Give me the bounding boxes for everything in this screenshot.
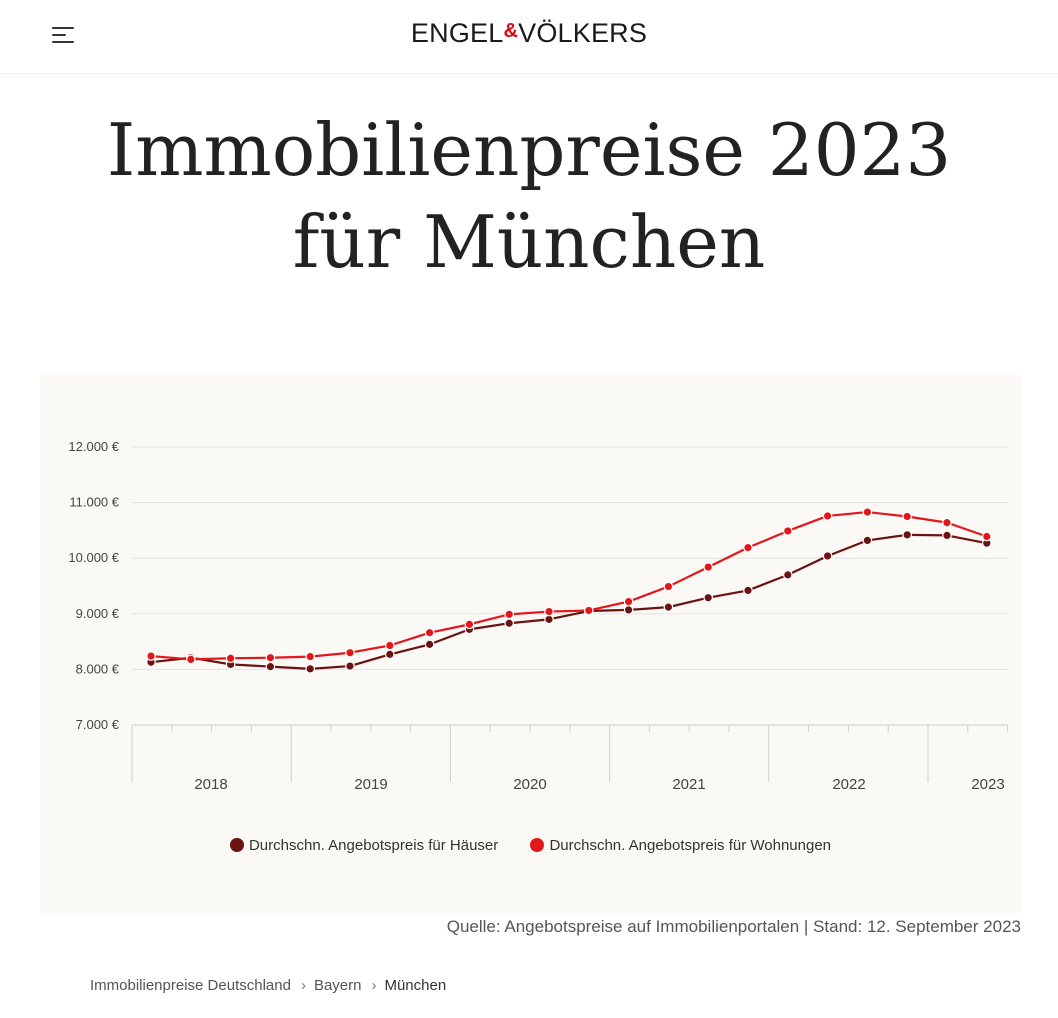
- data-point-apartments: [146, 651, 156, 661]
- hamburger-menu-icon[interactable]: [52, 24, 78, 46]
- y-tick-label: 11.000 €: [69, 495, 119, 510]
- data-point-houses: [265, 661, 276, 672]
- data-point-apartments: [305, 651, 315, 662]
- breadcrumb-item-muenchen: München: [384, 977, 447, 994]
- page-title-line2: für München: [292, 200, 766, 284]
- data-point-houses: [862, 535, 873, 546]
- data-point-apartments: [464, 619, 475, 630]
- data-point-apartments: [384, 640, 395, 651]
- logo-ampersand: &: [503, 20, 519, 42]
- data-point-apartments: [981, 531, 992, 542]
- data-point-houses: [782, 570, 793, 580]
- data-point-houses: [623, 605, 634, 615]
- data-point-houses: [345, 661, 355, 671]
- data-point-houses: [424, 639, 435, 650]
- series-line-houses: [150, 533, 988, 670]
- price-chart: 7.000 € 8.000 € 9.000 € 10.000 € 11.000 € 12.…: [40, 375, 1021, 913]
- data-point-apartments: [424, 627, 435, 638]
- x-tick-label: 2021: [672, 776, 705, 793]
- data-point-apartments: [862, 507, 873, 517]
- data-point-apartments: [544, 606, 554, 617]
- legend-dot-houses: [229, 838, 244, 852]
- page-title-line1: Immobilienpreise 2023: [106, 108, 952, 192]
- data-point-houses: [384, 649, 395, 660]
- legend-item-houses[interactable]: Durchschn. Angebotspreis für Häuser: [229, 837, 499, 854]
- data-point-houses: [822, 551, 833, 561]
- breadcrumb-item-bayern[interactable]: Bayern: [313, 977, 362, 994]
- legend-label-apartments: Durchschn. Angebotspreis für Wohnungen: [549, 837, 832, 854]
- data-point-apartments: [743, 542, 753, 553]
- site-header: ENGEL&VÖLKERS: [0, 0, 1058, 74]
- logo-text-left: ENGEL: [410, 18, 504, 48]
- source-note: Quelle: Angebotspreise auf Immobilienpor…: [446, 917, 1021, 936]
- chevron-right-icon: ›: [300, 977, 306, 994]
- y-tick-label: 8.000 €: [76, 661, 120, 676]
- data-point-houses: [743, 585, 753, 596]
- data-point-houses: [703, 592, 713, 603]
- legend-dot-apartments: [530, 838, 545, 852]
- chevron-right-icon: ›: [371, 977, 377, 994]
- y-tick-label: 10.000 €: [68, 550, 119, 565]
- data-point-apartments: [504, 609, 514, 620]
- chart-legend: Durchschn. Angebotspreis für Häuser Durc…: [40, 837, 1021, 854]
- breadcrumb: Immobilienpreise Deutschland › Bayern › Münc…: [90, 975, 446, 997]
- data-point-houses: [504, 618, 514, 629]
- data-point-apartments: [902, 511, 912, 522]
- data-point-houses: [902, 530, 912, 540]
- data-point-apartments: [225, 653, 236, 664]
- x-tick-label: 2018: [194, 776, 227, 793]
- data-point-apartments: [186, 654, 196, 665]
- y-tick-label: 7.000 €: [76, 717, 120, 732]
- series-line-apartments: [150, 510, 988, 661]
- legend-item-apartments[interactable]: Durchschn. Angebotspreis für Wohnungen: [530, 837, 831, 854]
- data-point-apartments: [782, 526, 793, 536]
- data-point-apartments: [703, 562, 713, 572]
- x-tick-label: 2019: [354, 776, 387, 793]
- data-point-apartments: [265, 652, 276, 663]
- data-point-apartments: [942, 517, 952, 528]
- data-point-houses: [663, 602, 674, 612]
- data-point-apartments: [345, 647, 355, 658]
- price-chart-svg: 7.000 € 8.000 € 9.000 € 10.000 € 11.000 € 12.…: [68, 439, 1009, 793]
- breadcrumb-item-deutschland[interactable]: Immobilienpreise Deutschland: [90, 977, 291, 994]
- y-tick-label: 9.000 €: [76, 606, 120, 621]
- x-tick-label: 2020: [513, 776, 546, 793]
- data-point-apartments: [663, 581, 674, 592]
- data-point-apartments: [822, 511, 833, 521]
- y-tick-label: 12.000 €: [68, 439, 119, 454]
- data-point-houses: [544, 614, 554, 625]
- legend-label-houses: Durchschn. Angebotspreis für Häuser: [248, 837, 499, 854]
- logo[interactable]: ENGEL&VÖLKERS: [0, 16, 1058, 53]
- logo-text-right: VÖLKERS: [518, 18, 648, 48]
- page-title: Immobilienpreise 2023 für München: [0, 104, 1058, 288]
- data-point-apartments: [583, 605, 594, 616]
- data-point-houses: [305, 664, 315, 674]
- data-point-houses: [942, 530, 952, 541]
- x-tick-label: 2023: [971, 776, 1004, 793]
- data-point-apartments: [623, 596, 634, 607]
- x-tick-label: 2022: [832, 776, 865, 793]
